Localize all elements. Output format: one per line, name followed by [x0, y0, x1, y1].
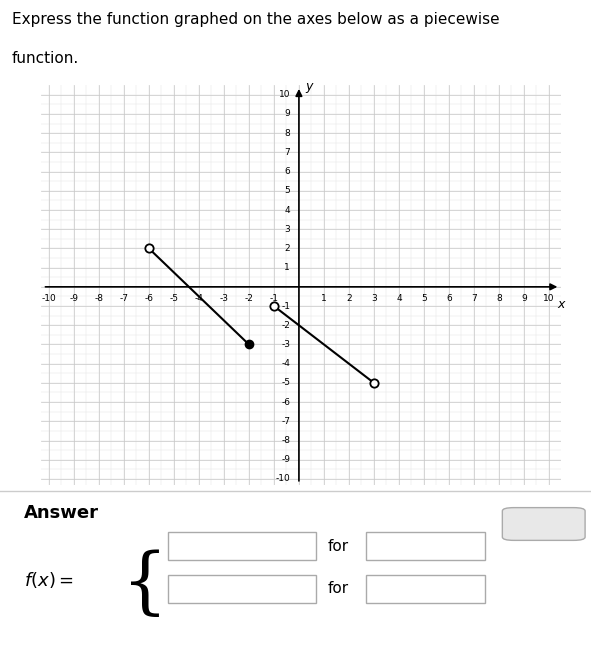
- Text: -9: -9: [69, 293, 79, 303]
- Text: -5: -5: [281, 379, 290, 387]
- FancyBboxPatch shape: [502, 508, 585, 540]
- Text: -9: -9: [281, 455, 290, 464]
- Text: -10: -10: [275, 474, 290, 483]
- Text: Express the function graphed on the axes below as a piecewise: Express the function graphed on the axes…: [12, 12, 499, 27]
- FancyBboxPatch shape: [168, 575, 316, 603]
- Text: 5: 5: [284, 186, 290, 195]
- Text: Answer: Answer: [24, 504, 99, 522]
- Text: -7: -7: [119, 293, 128, 303]
- Text: 6: 6: [446, 293, 452, 303]
- Text: 1: 1: [321, 293, 327, 303]
- Text: 5: 5: [421, 293, 427, 303]
- Text: -6: -6: [281, 398, 290, 407]
- Text: 8: 8: [496, 293, 502, 303]
- Text: 10: 10: [279, 90, 290, 100]
- Text: 4: 4: [396, 293, 402, 303]
- Text: 9: 9: [521, 293, 527, 303]
- Text: -7: -7: [281, 417, 290, 426]
- Text: 4: 4: [284, 206, 290, 214]
- Text: for: for: [328, 538, 349, 553]
- Text: 2: 2: [346, 293, 352, 303]
- Text: 7: 7: [284, 148, 290, 157]
- Text: -5: -5: [170, 293, 178, 303]
- Text: 1: 1: [284, 263, 290, 272]
- FancyBboxPatch shape: [366, 532, 485, 560]
- Text: $f(x) =$: $f(x) =$: [24, 570, 73, 590]
- Text: -1: -1: [281, 301, 290, 310]
- Text: -4: -4: [281, 359, 290, 368]
- Text: {: {: [122, 550, 168, 620]
- Text: -10: -10: [41, 293, 56, 303]
- Text: -3: -3: [281, 340, 290, 349]
- Text: 2: 2: [284, 244, 290, 253]
- Text: x: x: [558, 299, 565, 311]
- Text: -8: -8: [95, 293, 103, 303]
- Text: -2: -2: [245, 293, 254, 303]
- Text: -6: -6: [144, 293, 154, 303]
- Text: -2: -2: [281, 321, 290, 329]
- Text: for: for: [328, 581, 349, 596]
- Text: 3: 3: [284, 225, 290, 234]
- Text: -1: -1: [269, 293, 278, 303]
- Text: y: y: [305, 80, 313, 92]
- Text: -3: -3: [219, 293, 228, 303]
- Text: 8: 8: [284, 128, 290, 138]
- Text: 10: 10: [543, 293, 555, 303]
- Text: 3: 3: [371, 293, 377, 303]
- FancyBboxPatch shape: [168, 532, 316, 560]
- FancyBboxPatch shape: [366, 575, 485, 603]
- Text: 6: 6: [284, 167, 290, 176]
- Text: function.: function.: [12, 51, 79, 66]
- Text: 7: 7: [471, 293, 477, 303]
- Text: -8: -8: [281, 436, 290, 445]
- Text: -4: -4: [194, 293, 203, 303]
- Text: 9: 9: [284, 109, 290, 119]
